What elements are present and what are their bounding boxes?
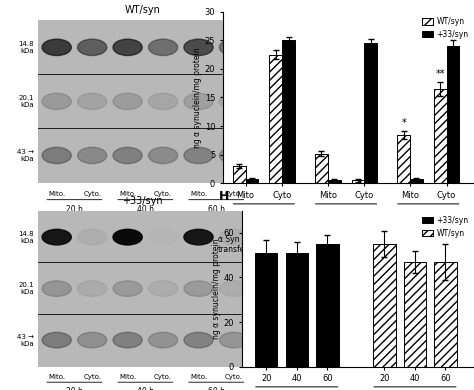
Ellipse shape (219, 229, 248, 245)
Ellipse shape (42, 39, 71, 55)
Bar (410, 179, 423, 183)
Bar (269, 55, 282, 183)
Ellipse shape (184, 281, 213, 296)
Text: Cyto.: Cyto. (225, 374, 243, 380)
Ellipse shape (148, 39, 178, 55)
Ellipse shape (42, 281, 71, 296)
Bar (365, 43, 377, 183)
Text: 60 h: 60 h (208, 387, 225, 390)
Ellipse shape (148, 281, 178, 296)
Text: 20.1
kDa: 20.1 kDa (18, 95, 34, 108)
Text: Cyto.: Cyto. (154, 374, 172, 380)
Text: Cyto.: Cyto. (225, 191, 243, 197)
Ellipse shape (184, 147, 213, 164)
Ellipse shape (148, 147, 178, 164)
Ellipse shape (113, 147, 142, 164)
Text: +33/syn: +33/syn (122, 196, 163, 206)
Text: 14.8
kDa: 14.8 kDa (18, 230, 34, 244)
Text: C: C (251, 151, 258, 160)
Text: 60 h: 60 h (419, 211, 438, 220)
Text: Mito.: Mito. (48, 374, 65, 380)
Ellipse shape (42, 332, 71, 348)
Ellipse shape (219, 93, 248, 110)
Ellipse shape (219, 39, 248, 55)
Bar (246, 179, 258, 183)
Bar (373, 244, 396, 367)
Ellipse shape (148, 332, 178, 348)
Text: Mito.: Mito. (48, 191, 65, 197)
Text: G: G (198, 0, 208, 3)
Text: Cyto.: Cyto. (154, 191, 172, 197)
Ellipse shape (42, 229, 71, 245)
Bar (447, 46, 459, 183)
Text: 20 h: 20 h (66, 387, 83, 390)
Text: Mito.: Mito. (119, 374, 136, 380)
Ellipse shape (184, 229, 213, 245)
Legend: WT/syn, +33/syn: WT/syn, +33/syn (420, 16, 470, 41)
Text: 20 h: 20 h (66, 205, 83, 214)
Ellipse shape (113, 332, 142, 348)
Text: 14.8
kDa: 14.8 kDa (18, 41, 34, 54)
Ellipse shape (78, 332, 107, 348)
Text: 43 →
kDa: 43 → kDa (17, 149, 34, 162)
Bar (285, 253, 308, 367)
Text: F: F (251, 335, 257, 345)
Text: 40 h: 40 h (137, 205, 154, 214)
Text: *: * (401, 118, 406, 128)
Bar (352, 181, 365, 183)
Bar (233, 166, 246, 183)
Text: 20 h: 20 h (255, 211, 273, 220)
Ellipse shape (78, 229, 107, 245)
Ellipse shape (148, 93, 178, 110)
Bar (434, 89, 447, 183)
Text: 40 h: 40 h (137, 387, 154, 390)
Text: 60 h: 60 h (208, 205, 225, 214)
Ellipse shape (78, 281, 107, 296)
Text: D: D (251, 232, 259, 242)
Ellipse shape (78, 39, 107, 55)
Ellipse shape (219, 332, 248, 348)
Text: Mito.: Mito. (190, 191, 207, 197)
Bar (397, 135, 410, 183)
Ellipse shape (113, 229, 142, 245)
Bar (282, 40, 295, 183)
Text: α Syn
transfection: α Syn transfection (218, 235, 264, 254)
Ellipse shape (42, 93, 71, 110)
Ellipse shape (113, 39, 142, 55)
Text: Mito.: Mito. (119, 191, 136, 197)
Text: A: A (251, 43, 258, 52)
Bar (434, 262, 456, 367)
Legend: +33/syn, WT/syn: +33/syn, WT/syn (420, 215, 470, 239)
Ellipse shape (219, 147, 248, 164)
Text: **: ** (436, 69, 445, 79)
Ellipse shape (184, 93, 213, 110)
Bar (315, 154, 328, 183)
Ellipse shape (219, 281, 248, 296)
Ellipse shape (113, 93, 142, 110)
Text: Mito.: Mito. (190, 374, 207, 380)
Bar (404, 262, 426, 367)
Ellipse shape (78, 93, 107, 110)
Ellipse shape (184, 332, 213, 348)
Text: Cyto.: Cyto. (83, 374, 101, 380)
Bar (328, 181, 341, 183)
Bar (255, 253, 277, 367)
Text: E: E (251, 284, 257, 294)
Ellipse shape (113, 281, 142, 296)
Text: 20.1
kDa: 20.1 kDa (18, 282, 34, 295)
Text: B: B (251, 96, 258, 106)
Text: 40 h: 40 h (337, 211, 356, 220)
Text: H: H (219, 190, 229, 203)
Bar (316, 244, 338, 367)
Text: 43 →
kDa: 43 → kDa (17, 333, 34, 347)
Ellipse shape (78, 147, 107, 164)
Text: WT/syn: WT/syn (124, 5, 160, 14)
Ellipse shape (42, 147, 71, 164)
Y-axis label: ng α synuclein/mg protein: ng α synuclein/mg protein (193, 47, 202, 148)
Y-axis label: ng α synuclein/mg protein: ng α synuclein/mg protein (212, 238, 221, 339)
Ellipse shape (184, 39, 213, 55)
Text: Cyto.: Cyto. (83, 191, 101, 197)
Ellipse shape (148, 229, 178, 245)
